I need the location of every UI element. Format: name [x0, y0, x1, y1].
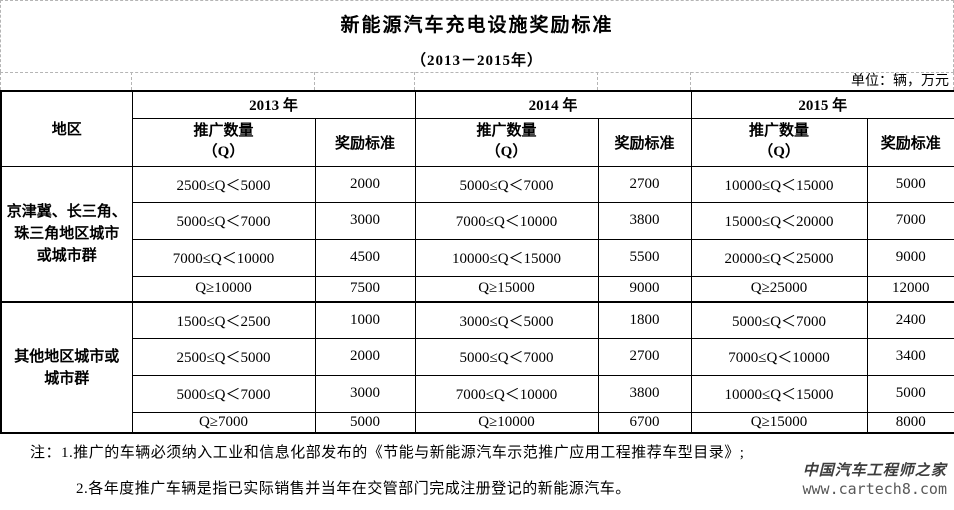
qty-range-cell: 10000≤Q＜15000 — [414, 238, 599, 277]
year-header-2015: 2015 年 — [690, 90, 954, 119]
table-row: Q≥10000 7500 Q≥15000 9000 Q≥25000 12000 — [1, 275, 954, 303]
qty-range-cell: Q≥7000 — [131, 411, 316, 434]
qty-range-cell: 5000≤Q＜7000 — [131, 374, 316, 413]
qty-range-cell: 20000≤Q＜25000 — [690, 238, 868, 277]
reward-value-cell: 3800 — [597, 201, 692, 240]
unit-row-gridline — [414, 72, 415, 90]
table-row-years: 地区 2013 年 2014 年 2015 年 — [0, 90, 954, 167]
reward-value-cell: 1800 — [597, 301, 692, 339]
unit-row-gridline — [597, 72, 598, 90]
qty-range-cell: 7000≤Q＜10000 — [131, 238, 316, 277]
qty-header-2014: 推广数量 （Q） — [414, 117, 599, 167]
year-header-2013: 2013 年 — [131, 90, 416, 119]
table-row: 其他地区城市或 城市群 1500≤Q＜2500 1000 3000≤Q＜5000… — [0, 301, 954, 434]
reward-value-cell: 2700 — [597, 337, 692, 376]
reward-value-cell: 5000 — [866, 165, 954, 203]
reward-value-cell: 3000 — [314, 201, 416, 240]
qty-header-2013: 推广数量 （Q） — [131, 117, 316, 167]
reward-value-cell: 2400 — [866, 301, 954, 339]
reward-value-cell: 4500 — [314, 238, 416, 277]
reward-value-cell: 2000 — [314, 337, 416, 376]
region-column-header: 地区 — [0, 90, 133, 167]
qty-range-cell: 5000≤Q＜7000 — [414, 165, 599, 203]
reward-value-cell: 1000 — [314, 301, 416, 339]
unit-row-gridline — [690, 72, 691, 90]
qty-range-cell: 2500≤Q＜5000 — [131, 165, 316, 203]
table-row: 2500≤Q＜5000 2000 5000≤Q＜7000 2700 7000≤Q… — [1, 337, 954, 376]
table-row: 7000≤Q＜10000 4500 10000≤Q＜15000 5500 200… — [1, 238, 954, 277]
reward-value-cell: 7000 — [866, 201, 954, 240]
qty-range-cell: Q≥10000 — [414, 411, 599, 434]
table-row: 京津冀、长三角、 珠三角地区城市 或城市群 2500≤Q＜5000 2000 5… — [0, 165, 954, 303]
year-header-2014: 2014 年 — [414, 90, 692, 119]
footnote-1: 注：1.推广的车辆必须纳入工业和信息化部发布的《节能与新能源汽车示范推广应用工程… — [30, 445, 745, 461]
reward-value-cell: 5000 — [314, 411, 416, 434]
reward-value-cell: 7500 — [314, 275, 416, 303]
qty-range-cell: 15000≤Q＜20000 — [690, 201, 868, 240]
watermark-site-url: www.cartech8.com — [802, 480, 948, 498]
qty-range-cell: 3000≤Q＜5000 — [414, 301, 599, 339]
reward-value-cell: 2700 — [597, 165, 692, 203]
qty-range-cell: 2500≤Q＜5000 — [131, 337, 316, 376]
region-cell: 京津冀、长三角、 珠三角地区城市 或城市群 — [0, 165, 133, 303]
table-row: 5000≤Q＜7000 3000 7000≤Q＜10000 3800 10000… — [1, 374, 954, 413]
reward-value-cell: 8000 — [866, 411, 954, 434]
qty-range-cell: Q≥25000 — [690, 275, 868, 303]
reward-value-cell: 3400 — [866, 337, 954, 376]
watermark-site-name: 中国汽车工程师之家 — [802, 463, 947, 479]
qty-range-cell: 1500≤Q＜2500 — [131, 301, 316, 339]
site-watermark: 中国汽车工程师之家 www.cartech8.com — [803, 459, 948, 498]
qty-header-2015: 推广数量 （Q） — [690, 117, 868, 167]
qty-range-cell: 10000≤Q＜15000 — [690, 374, 868, 413]
unit-row-gridline — [314, 72, 315, 90]
reward-value-cell: 9000 — [597, 275, 692, 303]
footnotes: 注：1.推广的车辆必须纳入工业和信息化部发布的《节能与新能源汽车示范推广应用工程… — [30, 441, 930, 498]
qty-range-cell: 5000≤Q＜7000 — [131, 201, 316, 240]
table-row-subheaders: 推广数量 （Q） 奖励标准 推广数量 （Q） 奖励标准 推广数量 （Q） 奖励标… — [1, 117, 954, 167]
qty-range-cell: Q≥15000 — [414, 275, 599, 303]
reward-value-cell: 2000 — [314, 165, 416, 203]
qty-range-cell: 10000≤Q＜15000 — [690, 165, 868, 203]
unit-row-gridline — [131, 72, 132, 90]
reward-standards-table: 地区 2013 年 2014 年 2015 年 推广数量 （Q） 奖励标准 推广… — [0, 90, 954, 434]
reward-header-2013: 奖励标准 — [314, 117, 416, 167]
qty-range-cell: 5000≤Q＜7000 — [690, 301, 868, 339]
reward-value-cell: 5000 — [866, 374, 954, 413]
reward-value-cell: 12000 — [866, 275, 954, 303]
unit-note: 单位：辆，万元 — [0, 72, 954, 90]
qty-range-cell: 7000≤Q＜10000 — [414, 374, 599, 413]
reward-header-2015: 奖励标准 — [866, 117, 954, 167]
reward-value-cell: 5500 — [597, 238, 692, 277]
qty-range-cell: 7000≤Q＜10000 — [414, 201, 599, 240]
table-row: Q≥7000 5000 Q≥10000 6700 Q≥15000 8000 — [1, 411, 954, 434]
qty-range-cell: 5000≤Q＜7000 — [414, 337, 599, 376]
region-cell: 其他地区城市或 城市群 — [0, 301, 133, 434]
reward-value-cell: 3800 — [597, 374, 692, 413]
reward-value-cell: 9000 — [866, 238, 954, 277]
footnote-2: 2.各年度推广车辆是指已实际销售并当年在交管部门完成注册登记的新能源汽车。 — [76, 481, 631, 497]
table-row: 5000≤Q＜7000 3000 7000≤Q＜10000 3800 15000… — [1, 201, 954, 240]
qty-range-cell: 7000≤Q＜10000 — [690, 337, 868, 376]
reward-value-cell: 3000 — [314, 374, 416, 413]
reward-header-2014: 奖励标准 — [597, 117, 692, 167]
title-block: 新能源汽车充电设施奖励标准 （2013－2015年） — [0, 0, 954, 72]
page-subtitle: （2013－2015年） — [410, 53, 543, 69]
qty-range-cell: Q≥15000 — [690, 411, 868, 434]
page-title: 新能源汽车充电设施奖励标准 — [340, 15, 614, 36]
qty-range-cell: Q≥10000 — [131, 275, 316, 303]
reward-value-cell: 6700 — [597, 411, 692, 434]
